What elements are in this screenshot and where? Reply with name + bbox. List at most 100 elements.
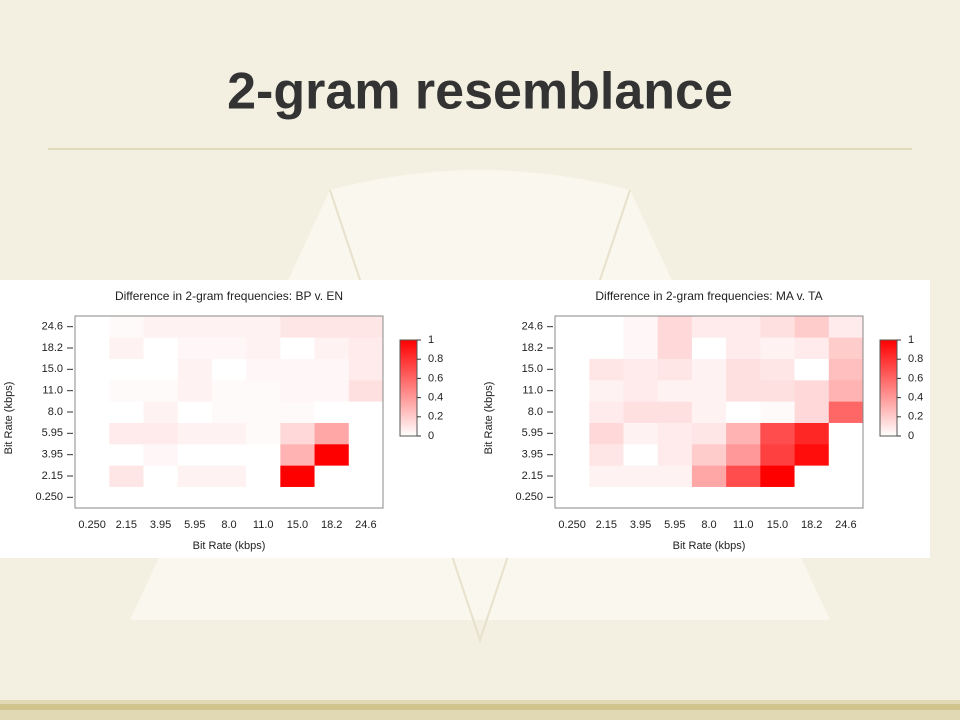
heat-cell [555, 486, 590, 509]
heat-cell [589, 316, 624, 338]
colorbar [399, 339, 418, 437]
slide-title: 2-gram resemblance [227, 63, 733, 121]
x-tick-label: 11.0 [253, 519, 274, 531]
heat-cell [177, 465, 213, 487]
heat-cell [143, 465, 178, 487]
heat-cell [623, 444, 658, 466]
heat-cell [280, 422, 315, 445]
heat-cell [760, 444, 795, 466]
x-tick-label: 18.2 [801, 519, 822, 531]
y-tick-label: 24.6 [42, 321, 63, 333]
y-tick-label: 18.2 [42, 342, 63, 354]
heat-cell [589, 337, 624, 359]
heat-cell [280, 444, 315, 466]
heat-cell [691, 444, 727, 466]
heat-cell [109, 401, 144, 423]
heat-cell [211, 486, 247, 509]
heat-cell [726, 316, 761, 338]
heat-cell [657, 401, 693, 423]
heat-cell [555, 316, 590, 338]
heat-cell [794, 358, 830, 381]
heat-cell [177, 401, 213, 423]
heat-cell [177, 486, 213, 509]
heat-cell [314, 316, 350, 338]
y-tick-label: 15.0 [522, 363, 543, 375]
y-tick-label: 24.6 [522, 321, 543, 333]
heat-cell [589, 422, 624, 445]
y-tick-label: 5.95 [42, 427, 63, 439]
heat-cell [246, 465, 281, 487]
heat-cell [726, 422, 761, 445]
x-tick-label: 2.15 [596, 519, 617, 531]
heat-cell [691, 358, 727, 381]
heat-cell [555, 401, 590, 423]
heat-cell [828, 358, 864, 381]
y-tick-label: 2.15 [522, 470, 543, 482]
x-axis-label: Bit Rate (kbps) [193, 540, 266, 552]
heat-cell [589, 380, 624, 402]
heat-cell [589, 486, 624, 509]
heat-cell [657, 422, 693, 445]
heat-cell [109, 444, 144, 466]
heat-cell [177, 444, 213, 466]
heat-cell [177, 358, 213, 381]
colorbar-tick-label: 0.6 [428, 372, 443, 384]
heat-cell [211, 422, 247, 445]
heat-cell [760, 465, 795, 487]
heat-cell [657, 337, 693, 359]
heat-cell [691, 337, 727, 359]
x-tick-label: 24.6 [355, 519, 376, 531]
heat-cell [760, 401, 795, 423]
x-tick-label: 3.95 [630, 519, 651, 531]
heat-cell [348, 337, 384, 359]
heat-cell [211, 465, 247, 487]
heat-cell [75, 316, 110, 338]
heat-cell [211, 337, 247, 359]
heat-cell [691, 401, 727, 423]
colorbar-tick-label: 1 [908, 334, 914, 346]
heat-cell [623, 316, 658, 338]
x-axis-label: Bit Rate (kbps) [673, 540, 746, 552]
heat-cell [828, 486, 864, 509]
y-tick-label: 3.95 [522, 449, 543, 461]
y-tick-label: 0.250 [35, 491, 63, 503]
x-tick-label: 0.250 [78, 519, 106, 531]
heat-cell [555, 444, 590, 466]
heat-cell [280, 316, 315, 338]
heat-cell [726, 380, 761, 402]
heat-cell [623, 337, 658, 359]
y-tick-label: 8.0 [528, 406, 543, 418]
heat-cell [280, 337, 315, 359]
heat-cell [211, 358, 247, 381]
colorbar-tick-label: 0.6 [908, 372, 923, 384]
heat-cell [348, 401, 384, 423]
heat-cell [314, 358, 350, 381]
heat-cell [691, 380, 727, 402]
x-tick-label: 15.0 [767, 519, 788, 531]
heat-cell [348, 316, 384, 338]
heat-cell [348, 465, 384, 487]
heat-cell [246, 401, 281, 423]
heat-cell [726, 358, 761, 381]
heat-cell [348, 380, 384, 402]
heat-cell [246, 380, 281, 402]
heat-cell [623, 380, 658, 402]
heat-cell [555, 337, 590, 359]
heat-cell [246, 422, 281, 445]
heat-cell [657, 444, 693, 466]
heat-cell [623, 358, 658, 381]
heat-cell [143, 486, 178, 509]
heat-cell [726, 444, 761, 466]
heat-cell [691, 486, 727, 509]
heat-cell [75, 444, 110, 466]
heat-cell [109, 316, 144, 338]
colorbar-tick-label: 0.4 [428, 392, 443, 404]
heat-cell [246, 358, 281, 381]
heat-cell [211, 316, 247, 338]
heat-cell [109, 337, 144, 359]
x-tick-label: 8.0 [221, 519, 236, 531]
plot-frame [554, 315, 864, 509]
heat-cell [657, 380, 693, 402]
heat-cell [348, 422, 384, 445]
